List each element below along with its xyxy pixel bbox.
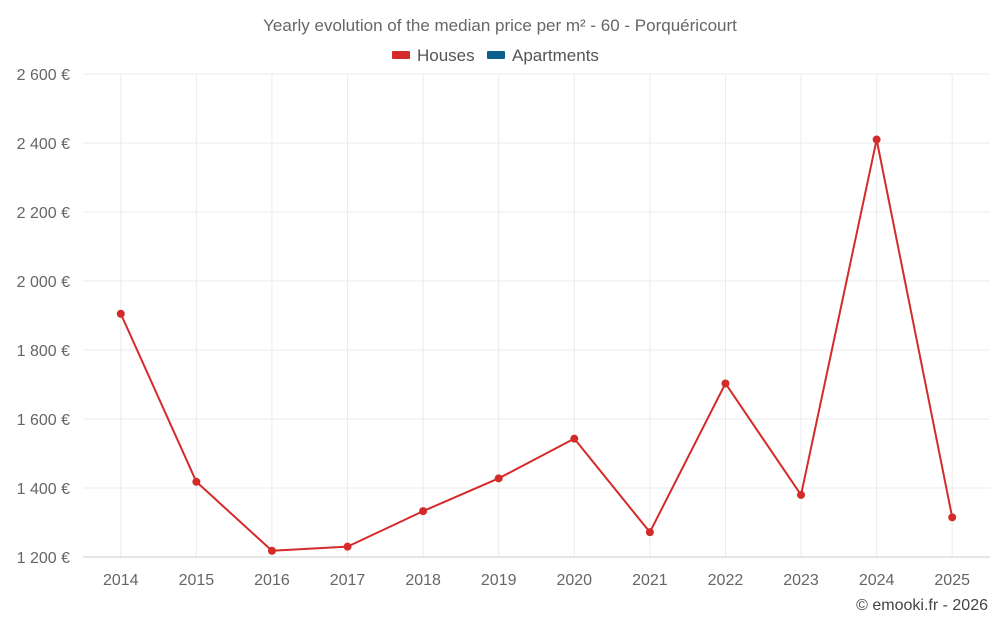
data-point[interactable] [116, 309, 125, 318]
y-tick-label: 2 200 € [17, 205, 70, 222]
legend-swatch-houses [392, 51, 410, 59]
x-tick-label: 2022 [708, 572, 744, 589]
data-point[interactable] [192, 477, 201, 486]
data-point[interactable] [267, 546, 276, 555]
data-point[interactable] [948, 513, 957, 522]
data-point[interactable] [343, 542, 352, 551]
x-tick-label: 2020 [556, 572, 592, 589]
legend: Houses Apartments [392, 46, 599, 65]
legend-label-apartments: Apartments [512, 46, 599, 65]
x-axis-labels: 2014 2015 2016 2017 2018 2019 2020 2021 2022 2023… [103, 572, 970, 589]
y-tick-label: 1 400 € [17, 481, 70, 498]
y-tick-label: 2 000 € [17, 274, 70, 291]
legend-label-houses: Houses [417, 46, 475, 65]
x-tick-label: 2023 [783, 572, 819, 589]
series-line-houses [119, 138, 954, 552]
data-point[interactable] [645, 528, 654, 537]
y-tick-label: 2 400 € [17, 136, 70, 153]
data-point[interactable] [797, 490, 806, 499]
x-tick-label: 2024 [859, 572, 895, 589]
legend-item-houses[interactable]: Houses [392, 46, 475, 65]
data-point[interactable] [570, 434, 579, 443]
y-axis-labels: 1 200 € 1 400 € 1 600 € 1 800 € 2 000 € 2 200… [17, 67, 70, 567]
y-tick-label: 1 600 € [17, 412, 70, 429]
x-tick-label: 2014 [103, 572, 139, 589]
legend-item-apartments[interactable]: Apartments [487, 46, 599, 65]
series-layer [116, 135, 957, 555]
x-tick-label: 2021 [632, 572, 668, 589]
x-tick-label: 2018 [405, 572, 441, 589]
x-tick-label: 2016 [254, 572, 290, 589]
y-tick-label: 1 800 € [17, 343, 70, 360]
legend-swatch-apartments [487, 51, 505, 59]
data-point[interactable] [419, 507, 428, 516]
y-tick-label: 1 200 € [17, 550, 70, 567]
x-tick-label: 2025 [934, 572, 970, 589]
x-tick-label: 2019 [481, 572, 517, 589]
x-tick-label: 2015 [179, 572, 215, 589]
data-point[interactable] [721, 379, 730, 388]
chart-title: Yearly evolution of the median price per… [263, 16, 737, 35]
data-point[interactable] [494, 474, 503, 483]
gridlines [83, 73, 990, 558]
x-tick-label: 2017 [330, 572, 366, 589]
credit-text: © emooki.fr - 2026 [856, 597, 988, 614]
data-point[interactable] [872, 135, 881, 144]
y-tick-label: 2 600 € [17, 67, 70, 84]
